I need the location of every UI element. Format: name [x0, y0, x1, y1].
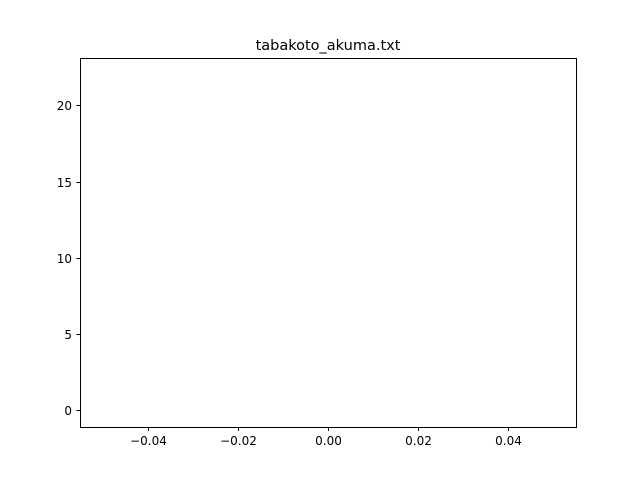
x-axis: −0.04 −0.02 0.00 0.02 0.04 — [130, 427, 522, 448]
chart-title: tabakoto_akuma.txt — [256, 38, 401, 54]
y-tick-label: 5 — [64, 328, 72, 342]
axes-frame — [80, 58, 577, 428]
plot-area — [80, 58, 577, 428]
y-tick-label: 15 — [57, 176, 72, 190]
y-tick-label: 20 — [57, 99, 72, 113]
y-axis: 0 5 10 15 20 — [57, 99, 81, 418]
y-tick-label: 10 — [57, 252, 72, 266]
x-tick-label: −0.02 — [220, 434, 257, 448]
y-tick-label: 0 — [64, 404, 72, 418]
x-tick-label: 0.04 — [495, 434, 522, 448]
x-tick-label: −0.04 — [130, 434, 167, 448]
x-tick-label: 0.02 — [405, 434, 432, 448]
x-tick-label: 0.00 — [315, 434, 342, 448]
